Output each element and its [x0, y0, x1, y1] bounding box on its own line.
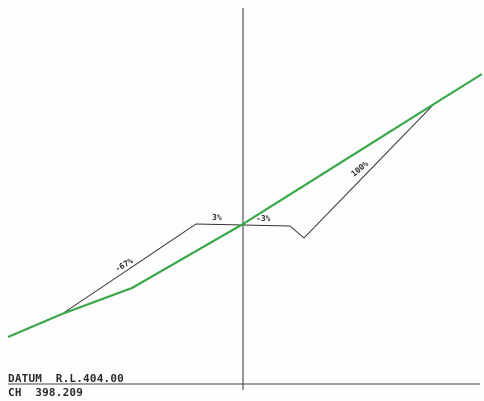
left-batter-grade-label: -67% [114, 256, 135, 274]
natural-surface [7, 73, 483, 339]
left-formation-grade-label: 3% [212, 213, 222, 222]
design-profile [61, 103, 435, 315]
right-formation-grade-label: -3% [256, 214, 271, 223]
chainage-label: CH 398.209 [8, 386, 83, 399]
right-batter-grade-label: 100% [350, 159, 371, 178]
datum-label: DATUM R.L.404.00 [8, 372, 124, 385]
